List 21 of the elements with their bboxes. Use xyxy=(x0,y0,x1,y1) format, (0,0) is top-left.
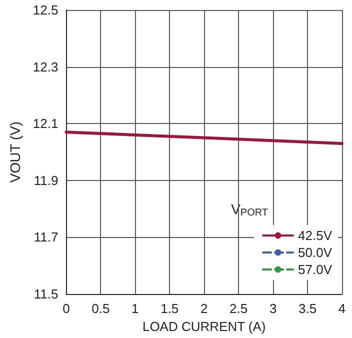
x-tick-label: 2.5 xyxy=(230,301,248,316)
x-tick-label: 1.5 xyxy=(160,301,179,316)
y-tick-label: 12.5 xyxy=(32,2,58,18)
legend-label: 57.0V xyxy=(298,262,332,277)
x-axis-title: LOAD CURRENT (A) xyxy=(142,318,266,334)
y-tick-label: 11.7 xyxy=(34,230,58,245)
x-tick-label: 1 xyxy=(132,301,139,316)
y-tick-label: 11.5 xyxy=(34,286,58,302)
legend-label: 42.5V xyxy=(298,228,332,243)
x-tick-label: 0.5 xyxy=(92,301,110,316)
y-tick-label: 12.3 xyxy=(32,59,58,74)
x-tick-label: 3 xyxy=(269,301,277,316)
line-series xyxy=(64,130,344,145)
x-tick-label: 3.5 xyxy=(298,301,317,316)
x-tick-label: 4 xyxy=(338,301,346,316)
x-tick-label: 0 xyxy=(62,301,70,316)
x-tick-label: 2 xyxy=(200,301,208,316)
y-tick-label: 12.1 xyxy=(32,116,58,132)
y-tick-label: 11.9 xyxy=(34,172,58,188)
legend-label: 50.0V xyxy=(298,245,332,260)
y-axis-title: VOUT (V) xyxy=(7,121,23,183)
